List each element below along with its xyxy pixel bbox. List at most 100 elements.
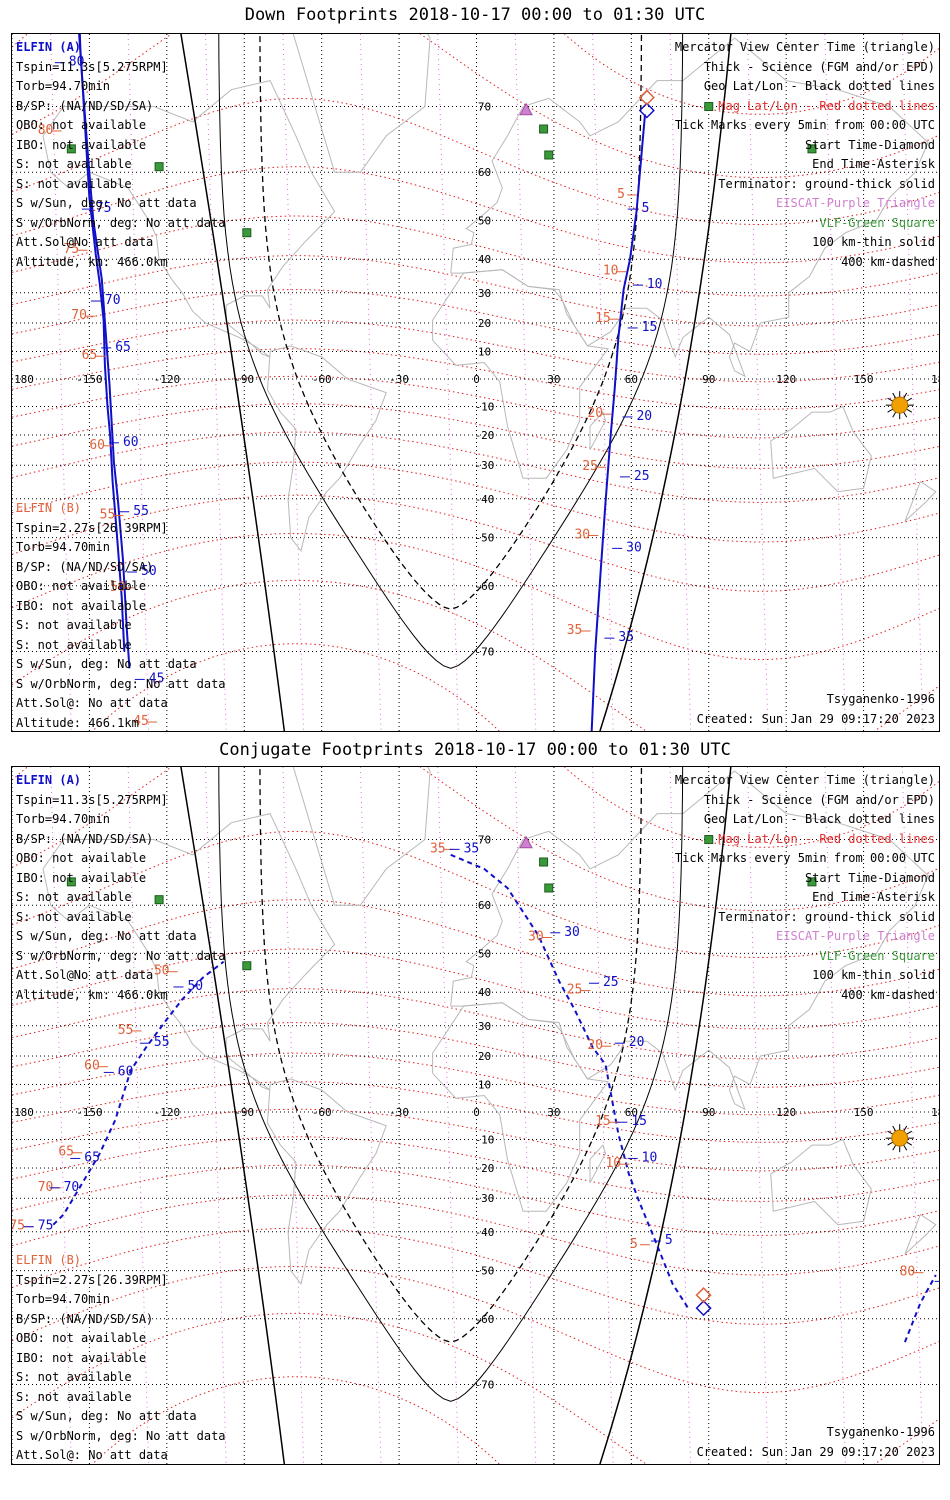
mag-lat-line (12, 1081, 939, 1143)
lat-tick-label: -60 (475, 580, 495, 593)
terminator-ground (180, 34, 286, 731)
coastline (450, 770, 929, 1111)
elfin-a-time-label: 30 (626, 540, 642, 555)
elfin-a-time-label: 50 (187, 979, 203, 994)
lon-tick-label: 180 (931, 373, 940, 386)
legend-entry: Tick Marks every 5min from 00:00 UTC (674, 851, 935, 865)
elfin-a-time-label: 65 (84, 1150, 100, 1165)
lat-tick-label: 10 (478, 1078, 491, 1091)
start-diamond (638, 89, 655, 106)
sun-ray (906, 1141, 913, 1146)
vlf-square (66, 877, 76, 887)
elfin-b-time-label: 80 (900, 1265, 916, 1280)
elfin-b-time-label: 25 (582, 459, 598, 474)
map-legend: Mercator View Center Time (triangle) Thic… (675, 771, 935, 1005)
elfin-b-time-label: 65 (82, 348, 98, 363)
legend-entry: Mercator View Center Time (triangle) (674, 40, 935, 54)
sun-ray (892, 1125, 897, 1132)
coastline (292, 34, 431, 173)
legend-entry: End Time-Asterisk (812, 157, 935, 171)
legend-entry: Mercator View Center Time (triangle) (674, 773, 935, 787)
elfin-a-info-line: S: not available (16, 909, 132, 924)
elfin-a-info-line: S: not available (16, 890, 132, 904)
sun-ray (906, 397, 913, 402)
elfin-a-info-line: B/SP: (NA/ND/SD/SA) (16, 98, 154, 113)
mag-lat-line (12, 34, 939, 115)
lat-tick-label: 40 (478, 253, 491, 266)
mag-lat-line (12, 215, 939, 297)
elfin-b-info-line: Tspin=2.27s[26.39RPM] (16, 520, 168, 535)
elfin-b-time-label: 75 (12, 1219, 25, 1234)
legend-entry: End Time-Asterisk (812, 890, 935, 904)
elfin-b-time-label: 20 (587, 406, 603, 421)
elfin-a-time-label: 65 (115, 340, 131, 355)
vlf-square (807, 877, 817, 887)
elfin-b-time-label: 10 (605, 1156, 621, 1171)
lon-tick-label: 30 (547, 373, 560, 386)
elfin-b-time-label: 60 (89, 438, 105, 453)
sun-icon (891, 1129, 909, 1147)
elfin-b-time-label: 55 (118, 1023, 134, 1038)
legend-entry: Geo Lat/Lon - Black dotted lines (703, 812, 935, 826)
lon-tick-label: 180 (14, 373, 34, 386)
elfin-b-info-line: Tspin=2.27s[26.39RPM] (16, 1272, 168, 1287)
lat-tick-label: -70 (475, 645, 495, 658)
elfin-b-info-line: OBO: not available (16, 1331, 147, 1345)
elfin-b-time-label: 5 (630, 1237, 638, 1252)
mag-lat-line (12, 1022, 939, 1088)
lon-tick-label: 150 (854, 1106, 874, 1119)
elfin-a-time-label: 75 (38, 1219, 54, 1234)
legend-entry: 100 km-thin solid (812, 235, 935, 249)
mag-lon-line (514, 34, 537, 731)
elfin-a-time-label: 35 (618, 630, 634, 645)
elfin-a-time-label: 45 (149, 671, 165, 686)
elfin-a-time-label: 10 (642, 1150, 658, 1165)
elfin-b-info-line: S: not available (16, 1389, 132, 1404)
map-footer: Tsyganenko-1996 Created: Sun Jan 29 09:1… (697, 690, 935, 729)
elfin-b-info-line: Att.Sol@: No att data (16, 696, 168, 710)
mag-lat-line (12, 348, 939, 410)
elfin-b-time-label: 80 (38, 123, 54, 138)
elfin-b-info-line: IBO: not available (16, 1350, 147, 1365)
elfin-a-info-line: OBO: not available (16, 851, 147, 865)
elfin-a-track (78, 34, 126, 652)
mag-lat-line (12, 1164, 939, 1236)
elfin-b-info-line: S w/Sun, deg: No att data (16, 657, 197, 671)
mag-lon-line (359, 767, 382, 1464)
lat-tick-label: 70 (478, 834, 491, 847)
lon-tick-label: 150 (854, 373, 874, 386)
legend-entry: 100 km-thin solid (812, 968, 935, 982)
lon-tick-label: -90 (234, 1106, 254, 1119)
elfin-b-info-line: S: not available (16, 637, 132, 652)
mag-lat-line (12, 255, 939, 327)
elfin-b-info-line: S w/Sun, deg: No att data (16, 1409, 197, 1423)
elfin-b-time-label: 65 (58, 1145, 74, 1160)
coastline (432, 1002, 610, 1212)
model-name: Tsyganenko-1996 (826, 1425, 935, 1439)
elfin-b-time-label: 20 (587, 1038, 603, 1053)
elfin-a-info-line: S: not available (16, 157, 132, 171)
lon-tick-label: 180 (931, 1106, 940, 1119)
elfin-b-time-label: 50 (110, 580, 126, 595)
elfin-b-info-line: S: not available (16, 618, 132, 632)
lat-tick-label: -20 (475, 1162, 495, 1175)
lat-tick-label: 30 (478, 287, 491, 300)
lat-tick-label: -20 (475, 429, 495, 442)
lat-tick-label: 40 (478, 986, 491, 999)
elfin-a-time-label: 50 (141, 564, 157, 579)
elfin-b-time-label: 60 (84, 1059, 100, 1074)
map-legend: Mercator View Center Time (triangle) Thic… (675, 38, 935, 272)
elfin-b-time-label: 45 (133, 714, 149, 729)
elfin-b-info-line: Altitude: 466.1km (16, 715, 139, 730)
elfin-a-info-line: IBO: not available (16, 870, 147, 885)
elfin-a-time-label: 30 (564, 925, 580, 940)
elfin-a-info-line: S w/OrbNorm, deg: No att data (16, 948, 226, 963)
elfin-a-time-label: 70 (105, 293, 121, 308)
legend-entry: 400 km-dashed (841, 987, 935, 1002)
sun-ray (903, 392, 908, 399)
mag-lon-line (282, 34, 305, 731)
sun-ray (887, 397, 894, 402)
map-panel-down: 180 -150 -120 -90 -60 -30 0 30 60 90 120 150 180 -70 -… (11, 33, 940, 732)
mag-lat-line (12, 289, 939, 355)
lat-tick-label: 60 (478, 166, 491, 179)
